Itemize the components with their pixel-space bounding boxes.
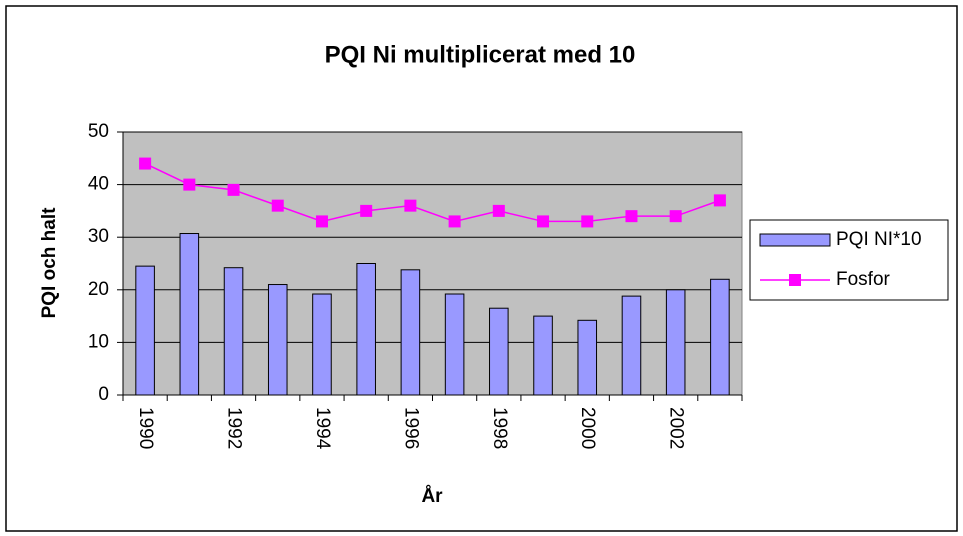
x-tick-label: 1998 <box>489 407 510 449</box>
legend-label: PQI NI*10 <box>836 229 922 250</box>
line-marker <box>492 204 505 217</box>
legend-swatch <box>759 233 831 247</box>
legend-marker <box>789 274 801 286</box>
legend-label: Fosfor <box>836 269 891 290</box>
bar <box>267 284 288 396</box>
line-marker <box>404 199 417 212</box>
x-tick-label: 2002 <box>666 407 687 449</box>
line <box>144 162 721 223</box>
y-tick-label: 10 <box>88 331 109 352</box>
line-marker <box>139 157 152 170</box>
bar <box>444 293 465 396</box>
bar <box>179 233 200 396</box>
line-marker <box>448 215 461 228</box>
line-marker <box>537 215 550 228</box>
bar <box>710 278 730 396</box>
bar <box>400 269 421 396</box>
line-marker <box>713 194 726 207</box>
line-marker <box>183 178 196 191</box>
bar <box>312 293 332 396</box>
y-tick-label: 40 <box>88 174 109 195</box>
y-axis-label: PQI och halt <box>39 207 60 319</box>
line-marker <box>625 210 638 223</box>
y-tick-label: 50 <box>88 121 109 142</box>
y-tick-label: 0 <box>98 384 109 405</box>
y-tick-label: 30 <box>88 226 109 247</box>
chart-title: PQI Ni multiplicerat med 10 <box>325 41 636 68</box>
line-marker <box>227 183 240 196</box>
bar <box>621 295 642 396</box>
x-tick-label: 1990 <box>135 407 156 449</box>
bar <box>533 315 553 396</box>
bar <box>135 265 155 396</box>
line-marker <box>360 204 373 217</box>
line-marker <box>581 215 594 228</box>
x-axis-label: År <box>421 486 443 507</box>
line-marker <box>669 210 682 223</box>
bar <box>577 319 598 396</box>
legend-box <box>749 219 949 301</box>
x-tick-label: 2000 <box>577 407 598 449</box>
bar <box>223 267 244 396</box>
x-tick-label: 1992 <box>224 407 245 449</box>
line-marker <box>315 215 328 228</box>
bar <box>489 307 509 396</box>
bar <box>665 289 686 396</box>
plot-area <box>122 131 743 396</box>
bar <box>356 263 376 396</box>
x-tick-label: 1994 <box>312 407 333 450</box>
y-tick-label: 20 <box>88 279 109 300</box>
x-tick-label: 1996 <box>400 407 421 449</box>
line-marker <box>271 199 284 212</box>
